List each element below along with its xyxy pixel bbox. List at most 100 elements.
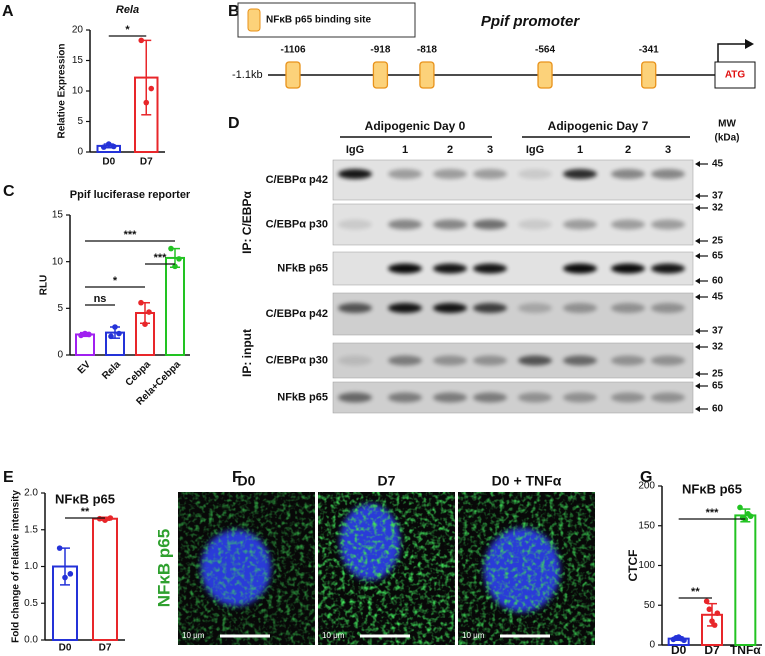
mw-label: 32 xyxy=(712,342,724,353)
y-tick-label: 0.5 xyxy=(24,598,38,609)
blot-band xyxy=(338,219,372,230)
mw-arrowhead xyxy=(695,371,700,377)
tss-arrow xyxy=(717,43,745,62)
y-axis-label: Fold change of relative intensity xyxy=(11,490,22,643)
lane-label: 3 xyxy=(487,144,493,156)
blot-band xyxy=(473,169,507,179)
blot-band xyxy=(563,169,597,179)
data-point xyxy=(112,324,118,330)
significance-label: * xyxy=(125,24,130,36)
y-axis-label: RLU xyxy=(39,275,50,296)
blot-band xyxy=(473,303,507,313)
lane-label: 1 xyxy=(577,144,583,156)
blot-band xyxy=(518,303,552,313)
legend-text: NFκB p65 binding site xyxy=(266,15,371,26)
x-tick-label: Cebpa xyxy=(124,359,154,389)
lane-label: 1 xyxy=(402,144,408,156)
data-point xyxy=(100,144,107,150)
image-label: D0 + TNFα xyxy=(492,473,562,489)
y-axis-label: Relative Expression xyxy=(57,43,68,138)
atg-box xyxy=(714,61,756,89)
image-label: D7 xyxy=(378,473,396,489)
mw-label: 65 xyxy=(712,381,724,392)
y-tick-label: 150 xyxy=(638,520,655,531)
data-point xyxy=(62,574,68,581)
panel-label: G xyxy=(640,469,652,486)
mw-arrowhead xyxy=(695,383,700,389)
y-tick-label: 20 xyxy=(72,25,84,36)
legend-icon xyxy=(247,8,261,32)
y-tick-label: 0.0 xyxy=(24,635,38,646)
y-tick-label: 10 xyxy=(52,256,64,267)
binding-site xyxy=(537,61,553,89)
condition-label: Adipogenic Day 7 xyxy=(548,119,649,133)
mw-label: 60 xyxy=(712,404,724,415)
bar xyxy=(165,256,185,356)
mw-arrowhead xyxy=(695,193,700,199)
scale-label: 10 μm xyxy=(322,631,345,640)
binding-site xyxy=(419,61,435,89)
condition-label: Adipogenic Day 0 xyxy=(365,119,466,133)
y-tick-label: 2.0 xyxy=(24,488,38,499)
data-point xyxy=(108,333,114,340)
stain xyxy=(318,492,455,645)
blot-band xyxy=(518,355,552,366)
data-point xyxy=(681,637,687,644)
data-point xyxy=(146,309,152,315)
binding-site xyxy=(285,61,301,89)
y-tick-label: 15 xyxy=(52,210,64,221)
data-point xyxy=(102,517,108,523)
row-label: C/EBPα p30 xyxy=(266,354,328,366)
blot-band xyxy=(611,392,645,403)
blot-band xyxy=(388,219,422,230)
site-label: -818 xyxy=(417,45,437,56)
data-point xyxy=(107,515,114,521)
y-axis-label: CTCF xyxy=(626,550,640,582)
atg-label: ATG xyxy=(725,70,746,81)
y-tick-label: 200 xyxy=(638,481,655,492)
x-tick-label: Rela xyxy=(100,359,123,382)
blot-band xyxy=(433,392,467,403)
group-label: IP: input xyxy=(240,329,254,377)
significance-label: ** xyxy=(81,506,90,518)
data-point xyxy=(709,618,715,624)
x-tick-label: D7 xyxy=(704,643,720,656)
blot-band xyxy=(473,355,507,366)
stain xyxy=(458,492,595,645)
panel-label: C xyxy=(3,183,15,200)
data-point xyxy=(56,545,63,551)
blot-band xyxy=(651,392,685,403)
chart-title: NFκB p65 xyxy=(682,481,742,496)
blot-band xyxy=(388,355,422,366)
y-tick-label: 5 xyxy=(57,303,63,314)
y-tick-label: 0 xyxy=(649,640,655,651)
bar xyxy=(75,333,95,357)
mw-arrowhead xyxy=(695,253,700,259)
blot-band xyxy=(611,219,645,230)
blot-band xyxy=(611,263,645,274)
data-point xyxy=(67,571,74,577)
data-point xyxy=(116,330,122,337)
channel-label: NFκB p65 xyxy=(154,529,173,607)
mw-arrowhead xyxy=(695,278,700,284)
blot-band xyxy=(388,392,422,403)
blot-band xyxy=(433,355,467,366)
blot-band xyxy=(338,392,372,403)
lane-label: 2 xyxy=(447,144,453,156)
blot-band xyxy=(338,355,372,366)
panel-label: D xyxy=(228,115,240,132)
data-point xyxy=(706,606,713,613)
blot-band xyxy=(338,303,372,313)
blot-band xyxy=(388,169,422,179)
mw-unit: (kDa) xyxy=(714,133,739,144)
significance-label: * xyxy=(113,275,118,287)
mw-arrowhead xyxy=(695,344,700,350)
blot-band xyxy=(388,263,422,274)
y-tick-label: 0 xyxy=(57,350,63,361)
lane-label: IgG xyxy=(346,144,364,156)
blot-band xyxy=(518,392,552,403)
mw-label: 45 xyxy=(712,292,724,303)
y-tick-label: 0 xyxy=(77,147,83,158)
site-label: -341 xyxy=(639,45,659,56)
scale-label: 10 μm xyxy=(182,631,205,640)
